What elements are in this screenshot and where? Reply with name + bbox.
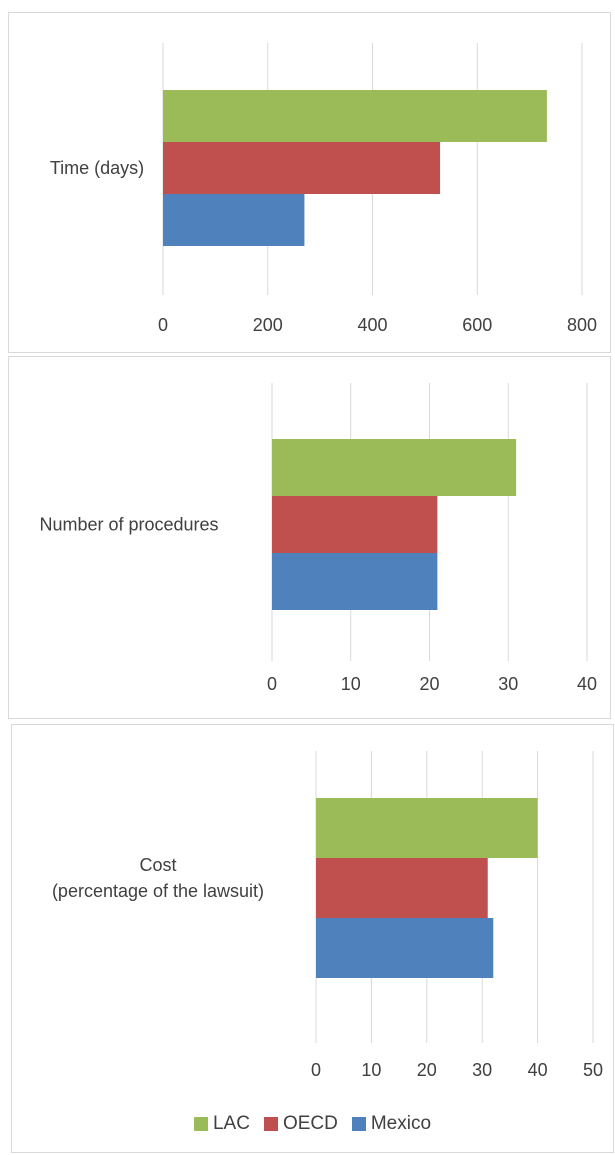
category-label: Cost <box>139 855 176 875</box>
legend-swatch-oecd <box>263 1117 278 1131</box>
chart-panel-time: 0 200 400 600 800 Time (days) <box>8 12 611 353</box>
chart-legend: LAC OECD Mexico <box>12 1113 613 1135</box>
bar-lac <box>163 90 547 142</box>
category-label: (percentage of the lawsuit) <box>52 881 264 901</box>
category-label: Time (days) <box>50 158 144 178</box>
x-tick-label: 10 <box>341 674 361 694</box>
bar-mexico <box>316 918 494 978</box>
legend-item-lac: LAC <box>193 1113 250 1135</box>
legend-label-oecd: OECD <box>282 1113 338 1134</box>
legend-item-mexico: Mexico <box>351 1113 432 1135</box>
legend-item-oecd: OECD <box>263 1113 338 1135</box>
x-tick-label: 0 <box>311 1060 321 1080</box>
legend-swatch-mexico <box>351 1117 366 1131</box>
procedures-chart: 0 10 20 30 40 Number of procedures <box>39 383 597 694</box>
x-tick-label: 600 <box>462 315 492 335</box>
bar-oecd <box>316 858 488 918</box>
bar-lac <box>272 439 517 496</box>
chart-panel-procedures: 0 10 20 30 40 Number of procedures <box>8 356 611 719</box>
x-tick-label: 200 <box>253 315 283 335</box>
bar-mexico <box>272 553 438 610</box>
bar-lac <box>316 798 538 858</box>
x-tick-label: 40 <box>577 674 597 694</box>
x-tick-label: 0 <box>267 674 277 694</box>
bar-oecd <box>272 496 438 553</box>
legend-swatch-lac <box>193 1117 208 1131</box>
category-label: Number of procedures <box>39 515 218 535</box>
x-tick-label: 800 <box>567 315 597 335</box>
x-tick-label: 30 <box>498 674 518 694</box>
time-chart: 0 200 400 600 800 Time (days) <box>50 43 597 335</box>
legend-label-lac: LAC <box>212 1113 250 1134</box>
x-tick-label: 20 <box>419 674 439 694</box>
x-tick-label: 20 <box>417 1060 437 1080</box>
x-tick-label: 10 <box>361 1060 381 1080</box>
cost-chart: 0 10 20 30 40 50 Cost (percentage of the lawsui… <box>52 751 603 1080</box>
bar-mexico <box>163 194 305 246</box>
x-tick-label: 400 <box>357 315 387 335</box>
chart-panel-cost: 0 10 20 30 40 50 Cost (percentage of the lawsui… <box>11 724 614 1153</box>
legend-label-mexico: Mexico <box>370 1113 432 1134</box>
x-tick-label: 50 <box>583 1060 603 1080</box>
x-tick-label: 40 <box>528 1060 548 1080</box>
bar-oecd <box>163 142 441 194</box>
x-tick-label: 30 <box>472 1060 492 1080</box>
x-tick-label: 0 <box>158 315 168 335</box>
